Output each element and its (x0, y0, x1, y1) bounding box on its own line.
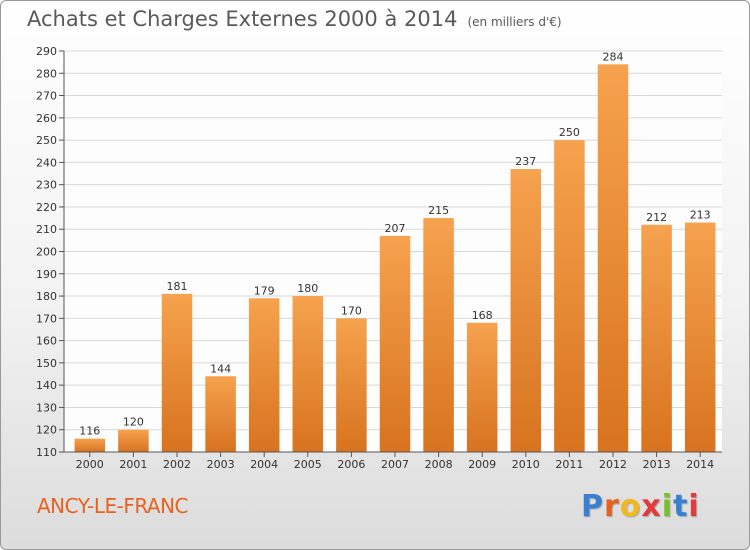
y-tick-label: 120 (36, 424, 57, 437)
y-tick-label: 130 (36, 401, 57, 414)
proxiti-logo: Proxiti (581, 489, 700, 524)
bar-2004 (248, 298, 280, 452)
y-tick-label: 140 (36, 379, 57, 392)
bar-2009 (466, 322, 498, 452)
bar-2008 (423, 218, 454, 452)
x-tick-label-2000: 2000 (76, 458, 104, 471)
x-tick-label-2011: 2011 (555, 458, 583, 471)
bar-2010 (510, 169, 542, 453)
x-tick-label-2004: 2004 (250, 458, 278, 471)
logo-letter: t (673, 489, 689, 524)
x-tick-label-2012: 2012 (599, 458, 627, 471)
x-tick-label-2005: 2005 (294, 458, 322, 471)
bars (74, 64, 716, 453)
data-label-2001: 120 (123, 416, 144, 429)
y-tick-label: 250 (36, 134, 57, 147)
y-tick-label: 200 (36, 246, 57, 259)
bar-2001 (118, 429, 149, 452)
bar-2006 (336, 318, 367, 452)
data-label-2011: 250 (559, 126, 580, 139)
y-tick-label: 280 (36, 67, 57, 80)
x-tick-label-2002: 2002 (163, 458, 191, 471)
bar-2000 (74, 438, 106, 452)
data-label-2012: 284 (603, 50, 624, 63)
logo-letter: o (619, 489, 642, 524)
data-label-2005: 180 (297, 282, 318, 295)
y-tick-label: 180 (36, 290, 57, 303)
y-tick-label: 240 (36, 156, 57, 169)
x-tick-label-2009: 2009 (468, 458, 496, 471)
bar-2003 (205, 376, 236, 452)
bar-2007 (379, 235, 411, 452)
bar-2005 (292, 296, 324, 452)
y-tick-label: 110 (36, 446, 57, 459)
data-label-2002: 181 (167, 280, 188, 293)
bar-2011 (554, 140, 585, 452)
data-label-2007: 207 (385, 222, 406, 235)
y-tick-label: 190 (36, 268, 57, 281)
logo-letter: i (661, 489, 674, 524)
x-tick-label-2013: 2013 (643, 458, 671, 471)
chart-title: Achats et Charges Externes 2000 à 2014 (e… (27, 7, 562, 31)
data-label-2014: 213 (690, 209, 711, 222)
x-tick-label-2010: 2010 (512, 458, 540, 471)
logo-letter: r (604, 489, 620, 524)
logo-letter: x (641, 489, 662, 524)
x-tick-label-2014: 2014 (686, 458, 714, 471)
x-tick-label-2007: 2007 (381, 458, 409, 471)
y-tick-label: 220 (36, 201, 57, 214)
bar-2013 (641, 224, 672, 452)
data-label-2013: 212 (646, 211, 667, 224)
bar-2002 (161, 293, 193, 452)
chart-unit-label: (en milliers d'€) (467, 15, 562, 29)
y-tick-label: 290 (36, 45, 57, 58)
logo-letter: P (581, 489, 604, 524)
x-tick-label-2001: 2001 (119, 458, 147, 471)
x-tick-label-2006: 2006 (337, 458, 365, 471)
data-label-2009: 168 (472, 309, 493, 322)
logo-letter: i (688, 489, 700, 524)
chart-title-text: Achats et Charges Externes 2000 à 2014 (27, 7, 458, 31)
data-label-2004: 179 (254, 284, 275, 297)
y-tick-label: 170 (36, 312, 57, 325)
y-tick-label: 230 (36, 179, 57, 192)
data-label-2008: 215 (428, 204, 449, 217)
data-label-2000: 116 (79, 425, 100, 438)
bar-2012 (597, 64, 629, 452)
commune-name: ANCY-LE-FRANC (37, 494, 189, 518)
y-tick-label: 210 (36, 223, 57, 236)
data-labels: 116 120 181 144 179 180 170 207 215 168 237 250 284 2… (79, 50, 710, 437)
x-tick-label-2003: 2003 (207, 458, 235, 471)
y-tick-label: 150 (36, 357, 57, 370)
data-label-2010: 237 (515, 155, 536, 168)
axes: 110 120 130 140 150 160 170 180 190 200 210 220 230 2… (36, 45, 722, 471)
data-label-2003: 144 (210, 362, 231, 375)
y-tick-label: 270 (36, 90, 57, 103)
x-tick-label-2008: 2008 (425, 458, 453, 471)
data-label-2006: 170 (341, 304, 362, 317)
y-tick-label: 160 (36, 335, 57, 348)
bar-2014 (684, 222, 716, 452)
y-tick-label: 260 (36, 112, 57, 125)
